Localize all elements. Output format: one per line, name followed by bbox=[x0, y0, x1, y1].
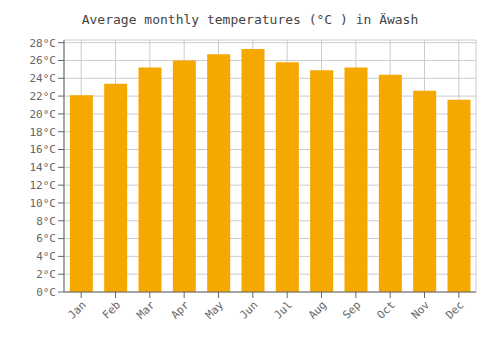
svg-text:28°C: 28°C bbox=[30, 37, 57, 50]
svg-text:Nov: Nov bbox=[409, 298, 433, 322]
svg-text:14°C: 14°C bbox=[30, 161, 57, 174]
svg-text:Aug: Aug bbox=[306, 298, 329, 321]
svg-text:Apr: Apr bbox=[169, 298, 193, 322]
svg-text:Jul: Jul bbox=[272, 298, 295, 321]
svg-text:10°C: 10°C bbox=[30, 197, 57, 210]
svg-text:20°C: 20°C bbox=[30, 108, 57, 121]
svg-text:4°C: 4°C bbox=[36, 250, 56, 263]
svg-text:12°C: 12°C bbox=[30, 179, 57, 192]
svg-text:22°C: 22°C bbox=[30, 90, 57, 103]
svg-text:Sep: Sep bbox=[340, 298, 363, 321]
svg-text:18°C: 18°C bbox=[30, 126, 57, 139]
html-text:Average monthly temperatures (: Average monthly temperatures (°C ) in Ä​… bbox=[81, 12, 419, 27]
svg-text:Mar: Mar bbox=[134, 298, 158, 322]
svg-text:Oct: Oct bbox=[375, 298, 398, 321]
svg-text:May: May bbox=[203, 298, 227, 322]
svg-text:Jun: Jun bbox=[237, 298, 260, 321]
svg-text:8°C: 8°C bbox=[36, 215, 56, 228]
svg-text:26°C: 26°C bbox=[30, 54, 57, 67]
svg-text:Feb: Feb bbox=[100, 298, 123, 321]
svg-text:6°C: 6°C bbox=[36, 232, 56, 245]
svg-text:2°C: 2°C bbox=[36, 268, 56, 281]
svg-text:Dec: Dec bbox=[443, 298, 466, 321]
svg-text:Jan: Jan bbox=[66, 298, 89, 321]
svg-text:0°C: 0°C bbox=[36, 286, 56, 299]
svg-text:24°C: 24°C bbox=[30, 72, 57, 85]
svg-text:16°C: 16°C bbox=[30, 143, 57, 156]
